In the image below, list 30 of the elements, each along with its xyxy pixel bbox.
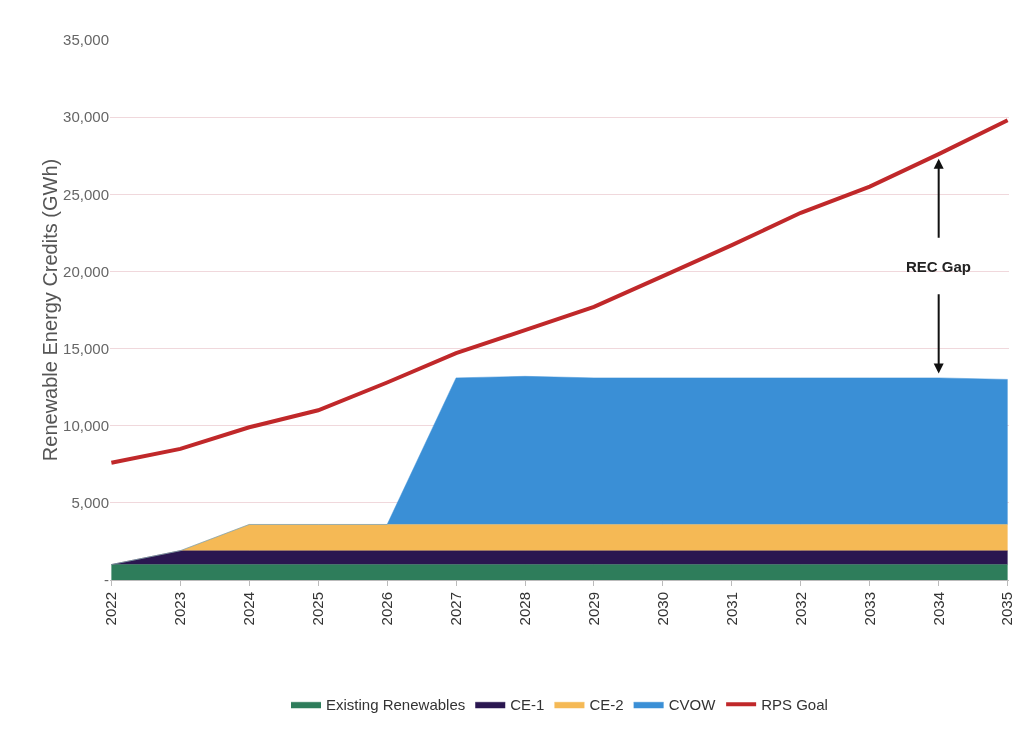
legend-label: Existing Renewables — [326, 696, 466, 714]
x-tick-label: 2022 — [102, 592, 120, 626]
x-tick-label: 2024 — [240, 592, 258, 626]
x-tick-label: 2025 — [309, 592, 327, 626]
legend-label: CE-2 — [589, 696, 624, 714]
y-tick-label: 20,000 — [63, 262, 109, 280]
x-tick-label: 2030 — [653, 592, 671, 626]
x-tick-label: 2032 — [791, 592, 809, 626]
x-tick-label: 2035 — [998, 592, 1016, 626]
legend-label: CE-1 — [510, 696, 545, 714]
x-tick-label: 2027 — [446, 592, 464, 626]
x-tick-label: 2033 — [860, 592, 878, 626]
x-tick-label: 2029 — [584, 592, 602, 626]
y-tick-label: 30,000 — [63, 108, 109, 126]
x-tick-label: 2023 — [171, 592, 189, 626]
y-axis-title: Renewable Energy Credits (GWh) — [39, 158, 62, 462]
x-tick-label: 2031 — [722, 592, 740, 626]
y-tick-label: 25,000 — [63, 185, 109, 203]
x-tick-label: 2034 — [929, 592, 947, 626]
y-tick-label: - — [104, 571, 109, 589]
y-tick-label: 10,000 — [63, 416, 109, 434]
x-tick-label: 2028 — [515, 592, 533, 626]
y-tick-label: 15,000 — [63, 339, 109, 357]
legend-label: CVOW — [668, 696, 717, 714]
y-tick-label: 35,000 — [63, 31, 109, 49]
line-series — [110, 118, 1009, 465]
x-tick-label: 2026 — [378, 592, 396, 626]
legend-label: RPS Goal — [761, 696, 828, 714]
annotation: REC Gap — [906, 258, 972, 275]
y-tick-label: 5,000 — [71, 494, 109, 512]
